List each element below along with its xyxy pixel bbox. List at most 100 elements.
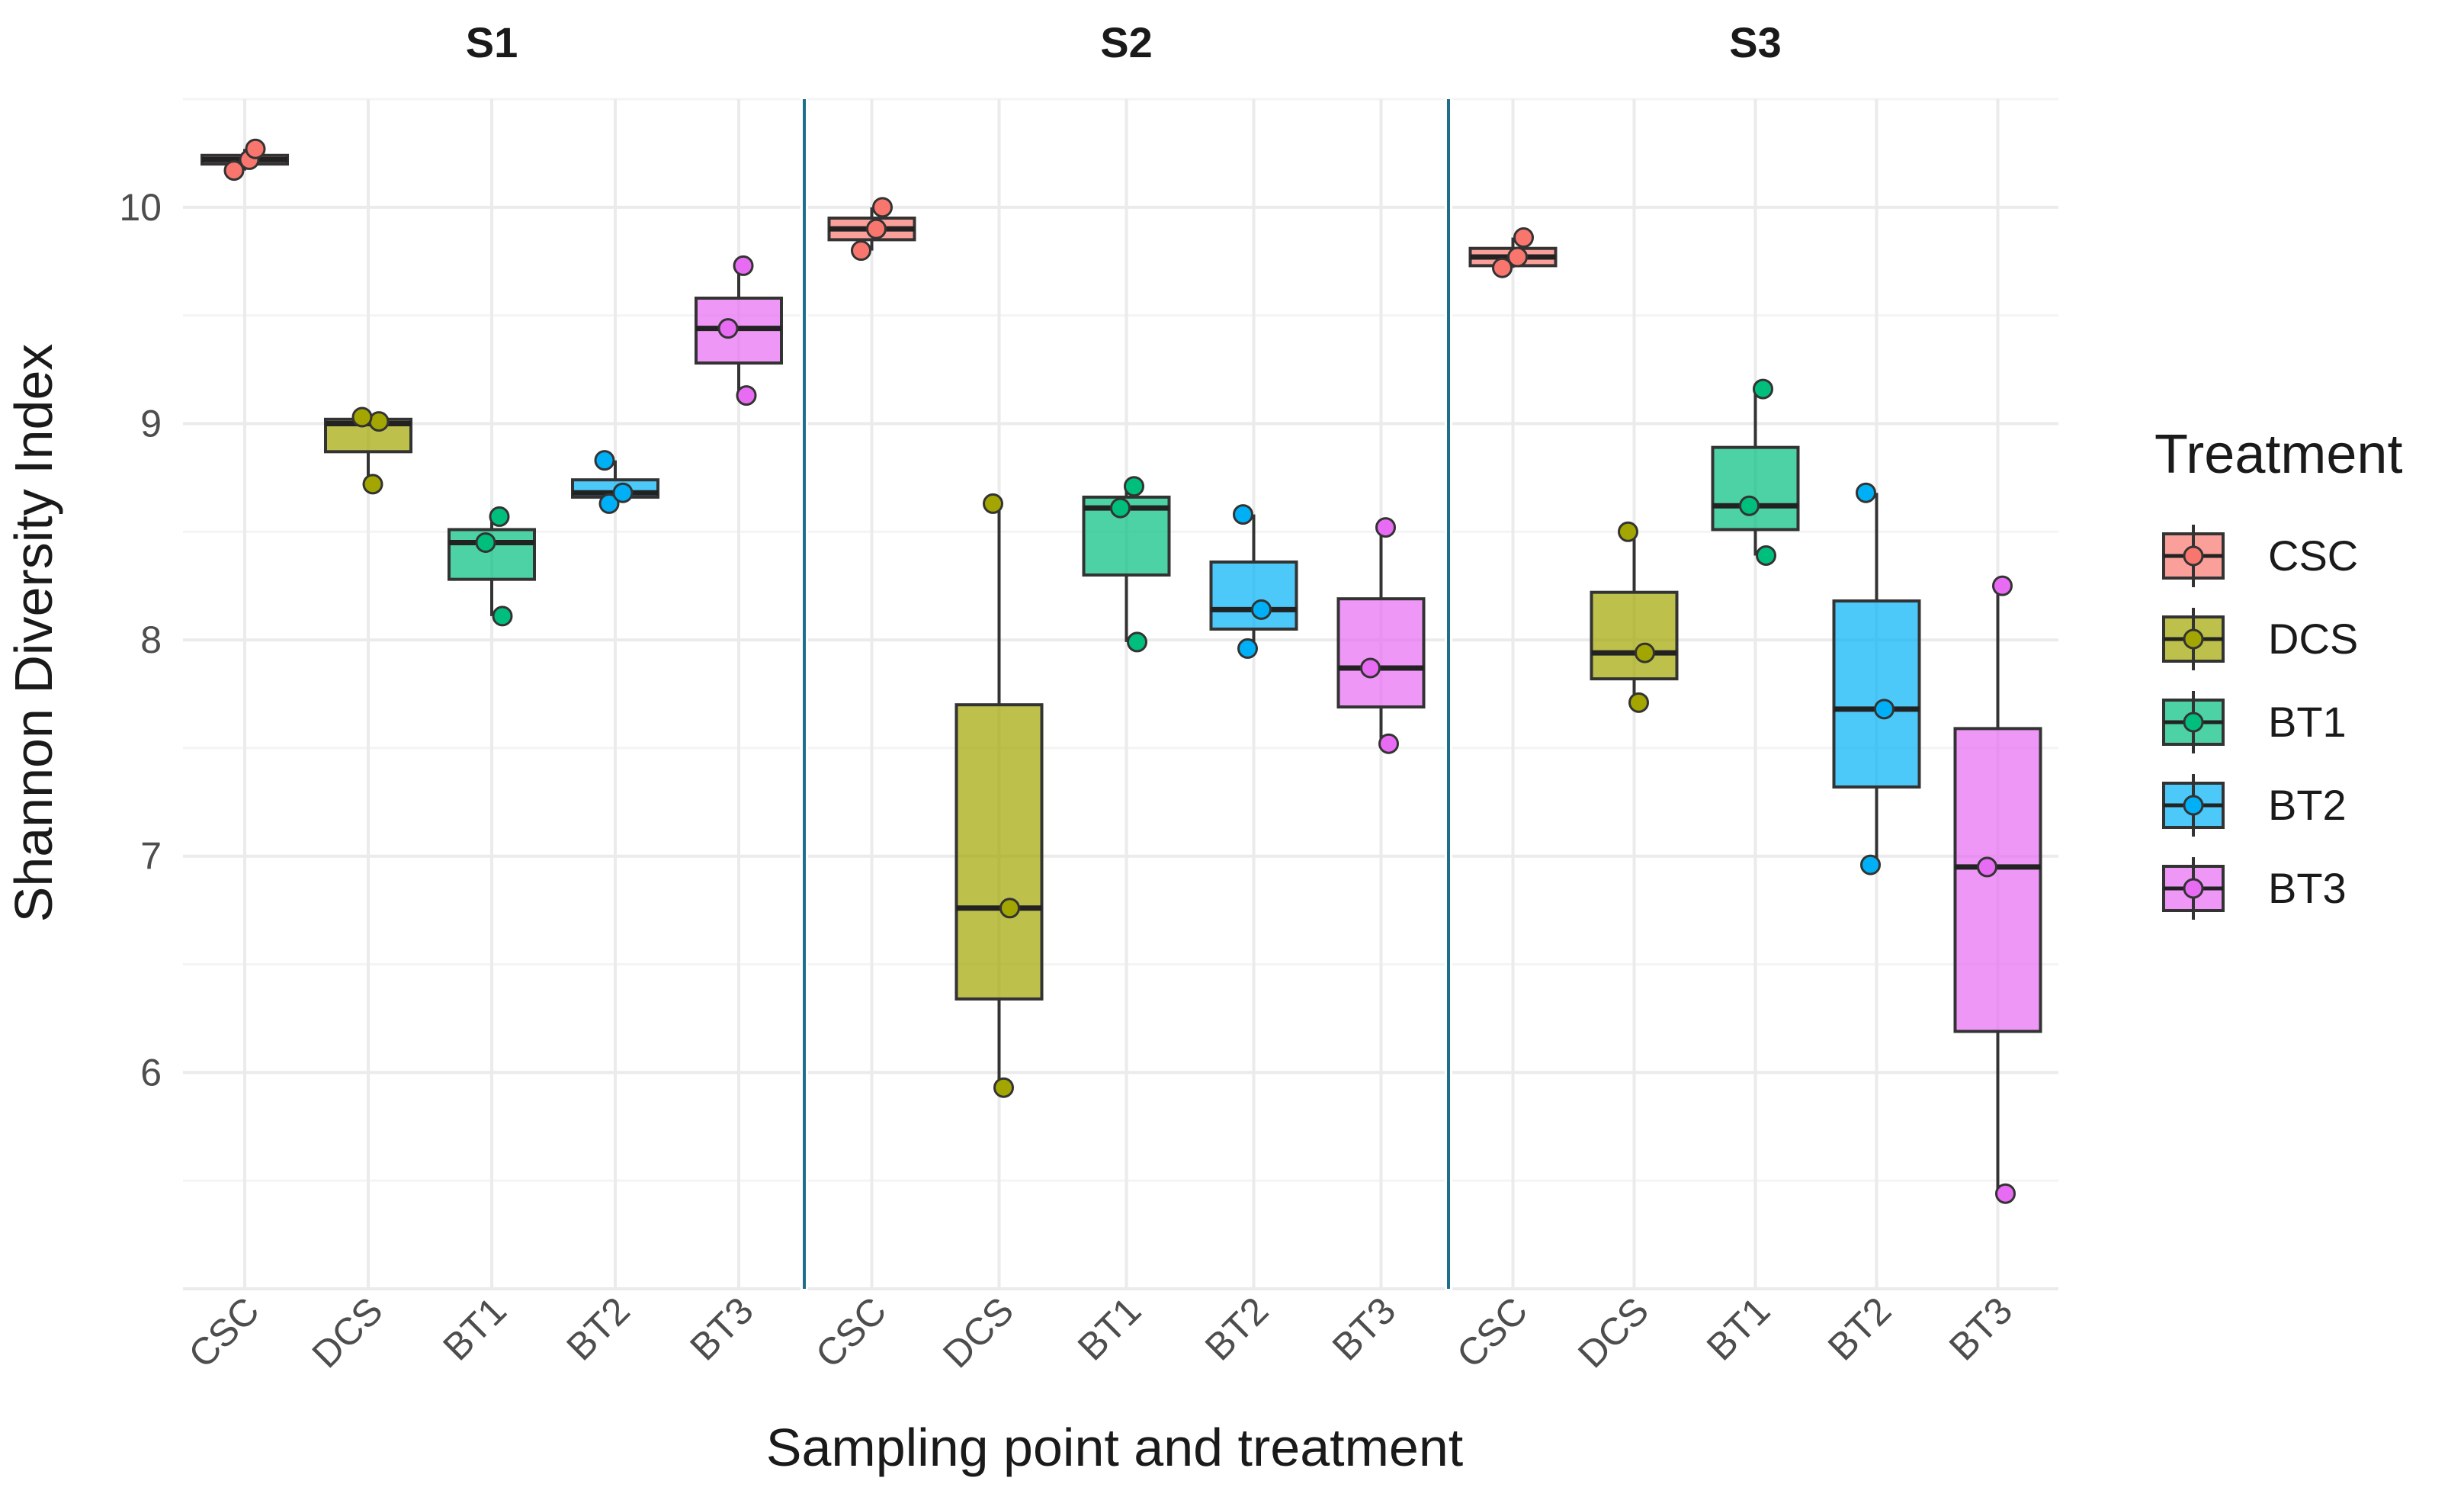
data-point bbox=[362, 474, 383, 495]
data-point bbox=[245, 138, 266, 159]
data-point bbox=[1618, 521, 1638, 542]
legend-label: CSC bbox=[2268, 532, 2358, 580]
x-tick-label: BT3 bbox=[1941, 1289, 2020, 1368]
data-point bbox=[1251, 599, 1272, 620]
x-tick-label: BT2 bbox=[558, 1289, 637, 1368]
box-iqr bbox=[1336, 597, 1426, 709]
data-point bbox=[492, 606, 513, 627]
x-tick-label: DCS bbox=[935, 1289, 1022, 1376]
data-point bbox=[993, 1077, 1014, 1098]
data-point bbox=[1360, 657, 1381, 679]
data-point bbox=[1860, 854, 1881, 875]
data-point bbox=[1756, 545, 1776, 566]
legend-key-point bbox=[2183, 545, 2204, 567]
x-tick-label: BT2 bbox=[1197, 1289, 1276, 1368]
data-point bbox=[1635, 642, 1655, 663]
panel-strip-label: S3 bbox=[1729, 18, 1782, 66]
panel-strip-label: S1 bbox=[466, 18, 518, 66]
data-point bbox=[1237, 638, 1258, 659]
data-point bbox=[1110, 497, 1131, 519]
data-point bbox=[1628, 692, 1649, 713]
panels: S1 S2 S3 bbox=[201, 18, 2042, 1289]
data-point bbox=[475, 532, 496, 553]
data-point bbox=[598, 493, 620, 514]
box-group-S3-DCS bbox=[1590, 521, 1679, 713]
y-tick-label: 6 bbox=[140, 1051, 162, 1094]
legend-item-bt3: BT3 bbox=[2162, 857, 2347, 920]
legend-item-csc: CSC bbox=[2162, 525, 2358, 587]
box-group-S1-CSC bbox=[201, 138, 289, 182]
legend-item-bt2: BT2 bbox=[2162, 774, 2347, 837]
data-point bbox=[1124, 476, 1144, 497]
box-group-S1-BT2 bbox=[571, 450, 659, 514]
data-point bbox=[351, 406, 373, 428]
data-point bbox=[1977, 856, 1997, 878]
box-iqr bbox=[1953, 727, 2042, 1033]
data-point bbox=[1513, 227, 1534, 249]
data-point bbox=[1739, 495, 1760, 516]
x-tick-label: DCS bbox=[304, 1289, 391, 1376]
box-group-S1-DCS bbox=[324, 406, 412, 495]
box-iqr bbox=[1832, 599, 1921, 789]
x-tick-label: BT1 bbox=[435, 1289, 514, 1368]
data-point bbox=[1127, 631, 1147, 653]
box-iqr bbox=[1711, 445, 1800, 532]
data-point bbox=[717, 318, 739, 339]
legend-label: BT1 bbox=[2268, 698, 2347, 746]
box-group-S3-CSC bbox=[1468, 227, 1558, 278]
x-tick-label: BT3 bbox=[682, 1289, 761, 1368]
x-tick-label: BT1 bbox=[1070, 1289, 1149, 1368]
box-group-S1-BT1 bbox=[448, 506, 536, 627]
y-tick-label: 8 bbox=[140, 618, 162, 661]
y-axis-title: Shannon Diversity Index bbox=[4, 344, 63, 923]
data-point bbox=[872, 197, 893, 218]
data-point bbox=[1492, 257, 1513, 278]
data-point bbox=[851, 240, 871, 262]
data-point bbox=[1507, 246, 1528, 268]
data-point bbox=[594, 450, 615, 471]
x-axis-title: Sampling point and treatment bbox=[766, 1418, 1463, 1477]
x-tick-label: CSC bbox=[807, 1289, 894, 1376]
data-point bbox=[999, 898, 1020, 919]
box-group-S2-BT2 bbox=[1209, 504, 1298, 659]
y-tick-label: 9 bbox=[140, 402, 162, 445]
box-group-S3-BT1 bbox=[1711, 378, 1800, 566]
legend-item-dcs: DCS bbox=[2162, 608, 2358, 670]
legend-key-point bbox=[2183, 878, 2204, 899]
data-point bbox=[1992, 575, 2013, 596]
legend-key-point bbox=[2183, 795, 2204, 816]
data-point bbox=[223, 160, 245, 182]
box-group-S3-BT2 bbox=[1832, 482, 1921, 875]
legend-key-point bbox=[2183, 628, 2204, 650]
x-tick-label: DCS bbox=[1570, 1289, 1657, 1376]
data-point bbox=[612, 482, 634, 503]
x-tick-label: CSC bbox=[181, 1289, 268, 1376]
legend-label: DCS bbox=[2268, 615, 2358, 663]
legend-key-point bbox=[2183, 712, 2204, 733]
data-point bbox=[1753, 378, 1773, 400]
x-tick-label: BT1 bbox=[1699, 1289, 1778, 1368]
y-tick-label: 10 bbox=[119, 186, 162, 229]
box-group-S1-BT3 bbox=[695, 255, 783, 406]
grid bbox=[183, 98, 2058, 1290]
data-point bbox=[489, 506, 510, 527]
box-group-S2-DCS bbox=[954, 493, 1044, 1098]
data-point bbox=[736, 385, 757, 406]
data-point bbox=[733, 255, 754, 276]
y-tick-label: 7 bbox=[140, 835, 162, 878]
box-group-S2-CSC bbox=[827, 197, 916, 262]
box-iqr bbox=[1209, 560, 1298, 631]
data-point bbox=[1233, 504, 1253, 525]
data-point bbox=[368, 411, 390, 432]
data-point bbox=[1995, 1183, 2016, 1204]
box-group-S3-BT3 bbox=[1953, 575, 2042, 1204]
x-tick-label: BT2 bbox=[1820, 1289, 1899, 1368]
legend-label: BT3 bbox=[2268, 864, 2347, 912]
data-point bbox=[1856, 482, 1876, 503]
box-iqr bbox=[954, 703, 1044, 1001]
legend-item-bt1: BT1 bbox=[2162, 691, 2347, 753]
box-iqr bbox=[1590, 590, 1679, 681]
x-tick-label: BT3 bbox=[1324, 1289, 1404, 1368]
legend-title: Treatment bbox=[2154, 424, 2402, 485]
